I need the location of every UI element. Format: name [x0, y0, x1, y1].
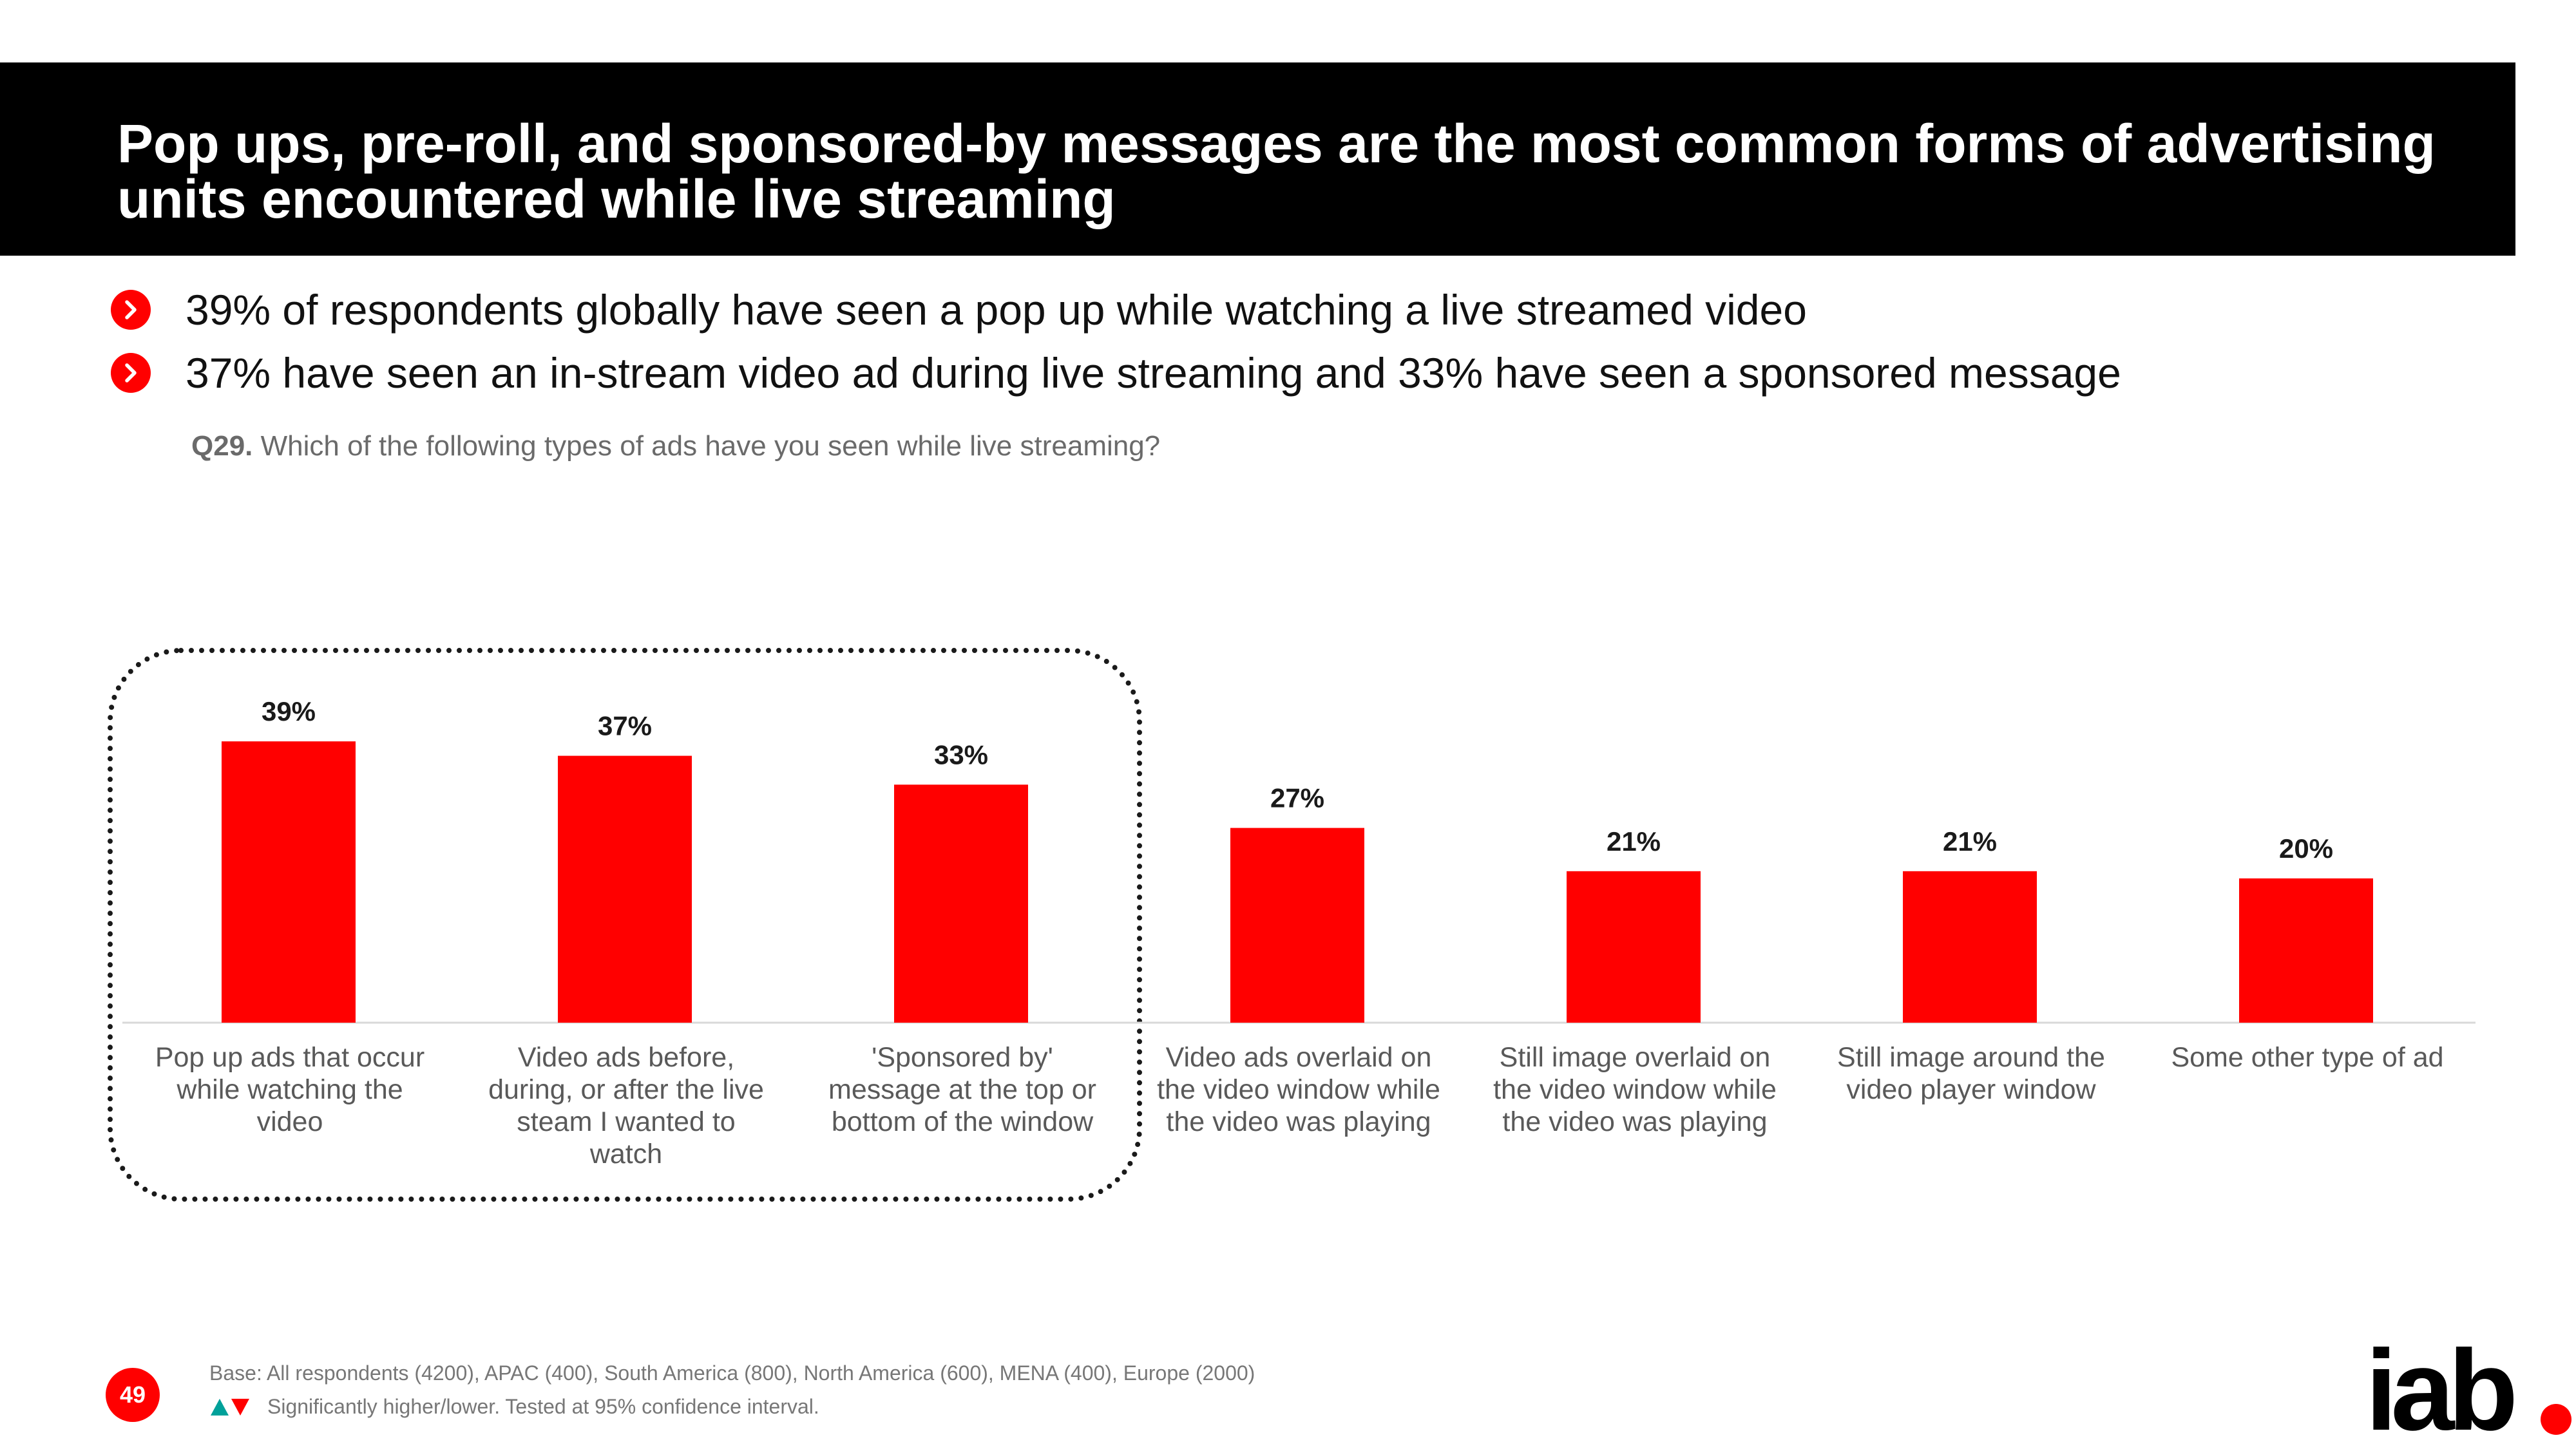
- triangle-down-icon: [231, 1398, 249, 1416]
- bullet-text: 37% have seen an in-stream video ad duri…: [186, 349, 2121, 397]
- data-label: 37%: [598, 711, 652, 741]
- slide-title: Pop ups, pre-roll, and sponsored-by mess…: [117, 113, 2436, 229]
- highlight-box: [108, 648, 1142, 1202]
- survey-question: Q29. Which of the following types of ads…: [191, 430, 1160, 462]
- category-label: Some other type of ad: [2171, 1042, 2443, 1073]
- question-text: Which of the following types of ads have…: [260, 430, 1161, 462]
- bar: [558, 755, 692, 1023]
- bar: [2239, 878, 2373, 1023]
- page-number: 49: [106, 1368, 160, 1422]
- question-number: Q29.: [191, 430, 253, 462]
- data-label: 21%: [1607, 826, 1661, 857]
- chevron-right-icon: [111, 353, 151, 393]
- iab-logo: iab: [2365, 1327, 2571, 1443]
- svg-text:iab: iab: [2365, 1327, 2514, 1443]
- data-label: 20%: [2279, 833, 2333, 864]
- significance-icons: [209, 1397, 251, 1417]
- bar-chart: 39% Pop up ads that occur while watching t…: [108, 648, 2476, 1202]
- category-label: Still image around the video player windo…: [1837, 1042, 2105, 1105]
- base-note: Base: All respondents (4200), APAC (400)…: [209, 1361, 1255, 1385]
- data-label: 21%: [1943, 826, 1997, 857]
- triangle-up-icon: [211, 1398, 229, 1416]
- bullet-item: 37% have seen an in-stream video ad duri…: [111, 341, 2494, 404]
- category-label: Video ads overlaid on the video window wh…: [1157, 1042, 1440, 1137]
- logo-dot: [2541, 1404, 2571, 1435]
- bar: [1567, 871, 1701, 1023]
- chevron-right-icon: [111, 290, 151, 330]
- bar: [222, 741, 356, 1023]
- bullet-text: 39% of respondents globally have seen a …: [186, 286, 1807, 334]
- data-label: 27%: [1270, 783, 1324, 813]
- bar: [1903, 871, 2037, 1023]
- bar: [1230, 828, 1364, 1023]
- data-label: 33%: [934, 739, 988, 770]
- significance-text: Significantly higher/lower. Tested at 95…: [267, 1395, 819, 1418]
- category-label: Still image overlaid on the video window …: [1493, 1042, 1777, 1137]
- category-label: 'Sponsored by' message at the top or botto…: [828, 1042, 1096, 1137]
- category-label: Video ads before, during, or after the li…: [488, 1042, 764, 1170]
- bar: [894, 784, 1028, 1023]
- bullet-item: 39% of respondents globally have seen a …: [111, 278, 2494, 341]
- significance-note: Significantly higher/lower. Tested at 95…: [209, 1395, 819, 1419]
- data-label: 39%: [262, 696, 316, 726]
- category-label: Pop up ads that occur while watching the v…: [155, 1042, 425, 1137]
- key-findings: 39% of respondents globally have seen a …: [111, 278, 2494, 404]
- title-bar: [0, 62, 2515, 256]
